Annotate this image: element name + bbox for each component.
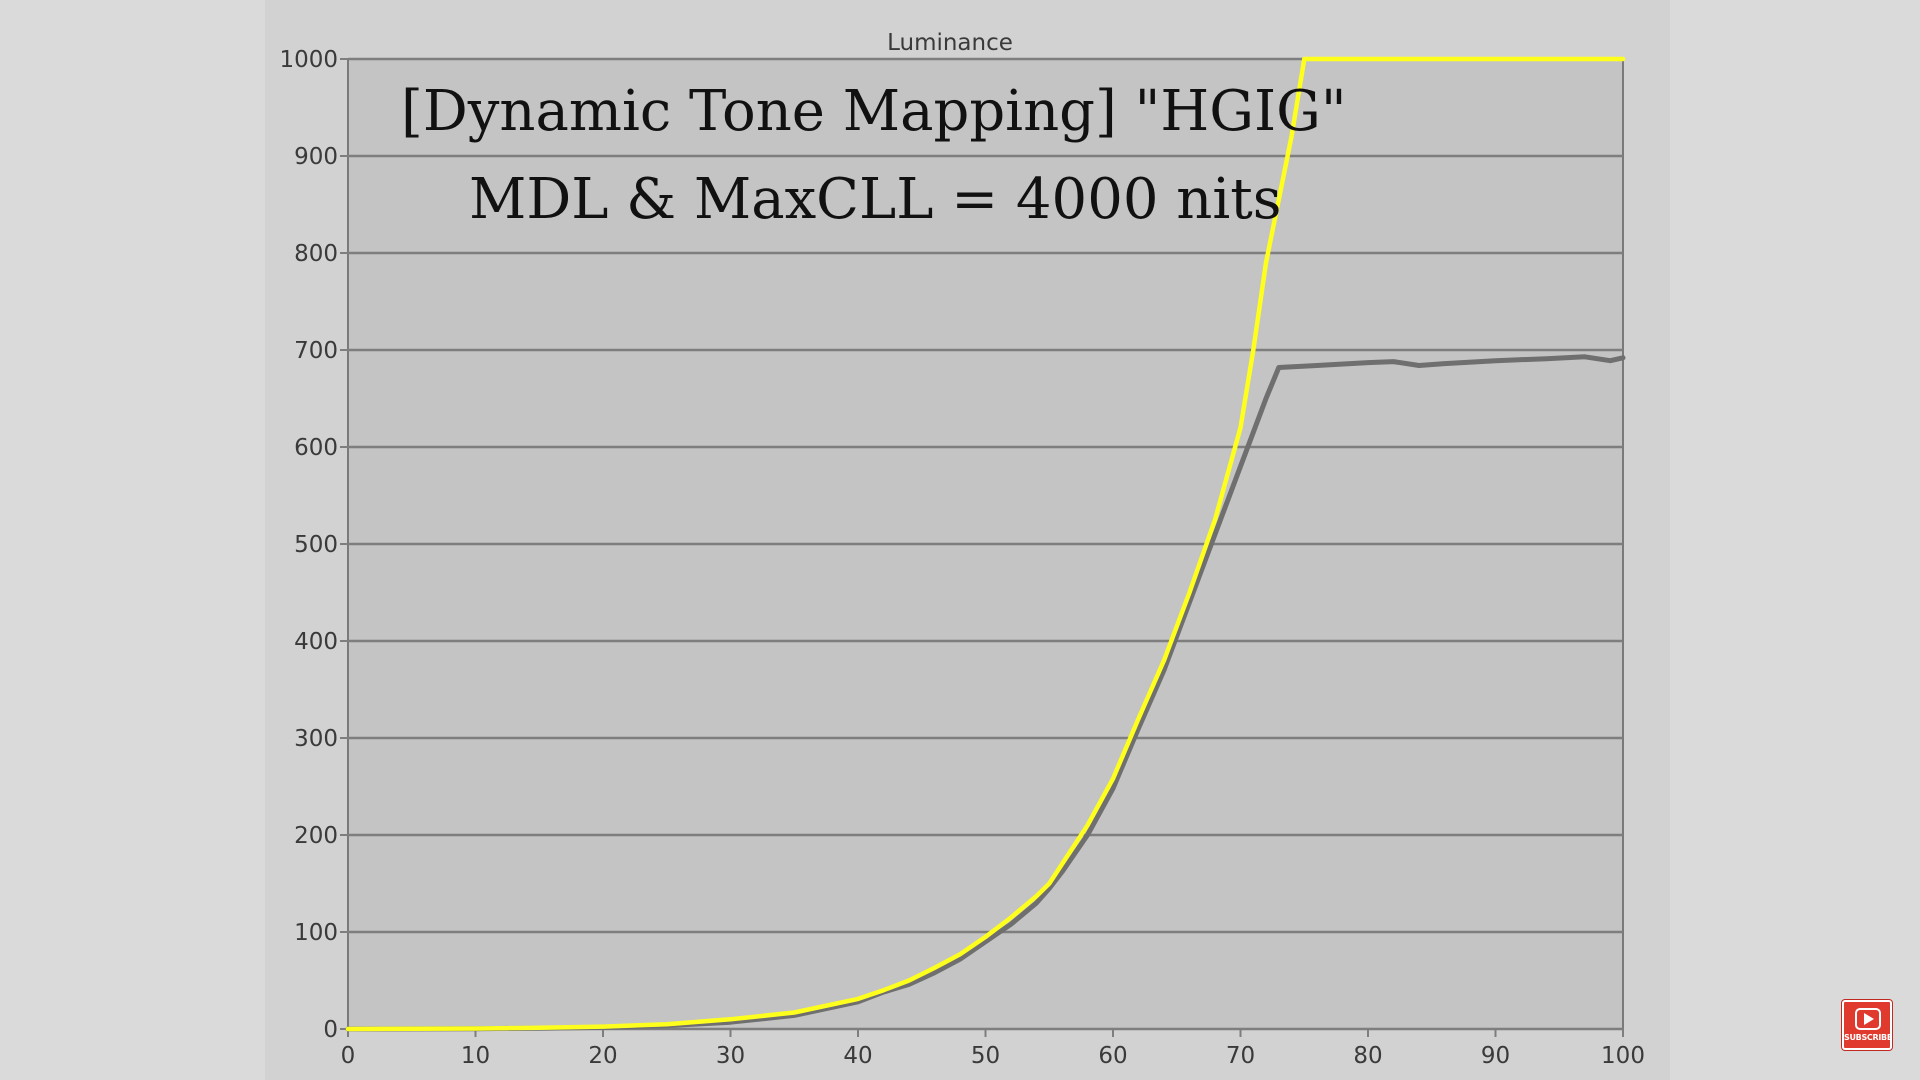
x-tick-label: 80 [1353, 1043, 1382, 1069]
overlay-line-1: [Dynamic Tone Mapping] "HGIG" [401, 79, 1347, 144]
x-tick-label: 60 [1098, 1043, 1127, 1069]
subscribe-button[interactable]: SUBSCRIBE [1842, 1000, 1892, 1050]
x-tick-label: 0 [341, 1043, 356, 1069]
x-tick-label: 10 [461, 1043, 490, 1069]
axes: 0 100 200 300 400 500 600 700 800 900 1000 0 10 20 30 4… [279, 47, 1645, 1069]
overlay-line-2: MDL & MaxCLL = 4000 nits [469, 167, 1281, 232]
y-tick-label: 300 [294, 726, 338, 752]
series-lines [345, 56, 1626, 1032]
y-tick-label: 0 [323, 1017, 338, 1043]
play-icon [1855, 1008, 1881, 1030]
chart-title: Luminance [887, 30, 1013, 56]
y-tick-label: 900 [294, 144, 338, 170]
x-tick-label: 50 [971, 1043, 1000, 1069]
x-tick-label: 20 [588, 1043, 617, 1069]
x-tick-label: 100 [1601, 1043, 1645, 1069]
series-line-yellow [345, 56, 1626, 1032]
y-tick-label: 800 [294, 241, 338, 267]
x-tick-label: 90 [1481, 1043, 1510, 1069]
series-line-gray [345, 354, 1626, 1032]
x-tick-label: 40 [843, 1043, 872, 1069]
x-tick-label: 30 [716, 1043, 745, 1069]
y-tick-label: 700 [294, 338, 338, 364]
y-tick-label: 500 [294, 532, 338, 558]
x-tick-label: 70 [1226, 1043, 1255, 1069]
y-tick-label: 200 [294, 823, 338, 849]
y-tick-label: 100 [294, 920, 338, 946]
subscribe-label: SUBSCRIBE [1844, 1033, 1892, 1042]
y-tick-label: 1000 [279, 47, 338, 73]
y-tick-label: 600 [294, 435, 338, 461]
y-tick-label: 400 [294, 629, 338, 655]
